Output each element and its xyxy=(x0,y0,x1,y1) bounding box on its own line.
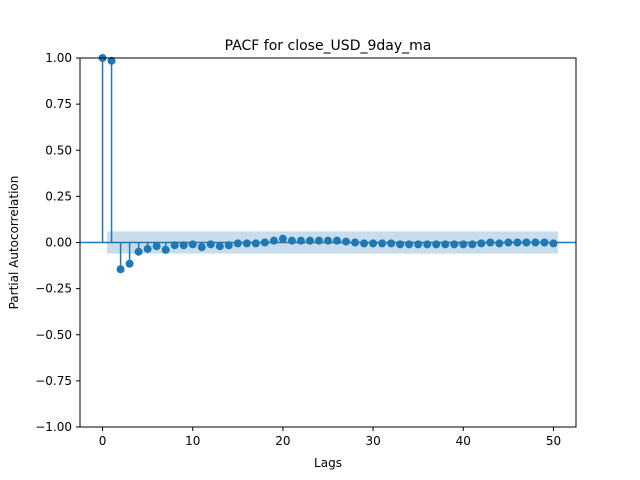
marker-lag-39 xyxy=(450,240,459,249)
marker-lag-50 xyxy=(549,239,558,248)
y-tick-label: −0.50 xyxy=(35,328,72,342)
marker-lag-4 xyxy=(134,247,143,256)
y-tick-label: 0.50 xyxy=(45,143,72,157)
marker-lag-36 xyxy=(423,240,432,249)
marker-lag-2 xyxy=(116,265,125,274)
marker-lag-1 xyxy=(107,56,116,65)
marker-lag-11 xyxy=(197,243,206,252)
marker-lag-5 xyxy=(143,244,152,253)
marker-lag-6 xyxy=(152,242,161,251)
x-tick-label: 30 xyxy=(365,434,380,448)
marker-lag-35 xyxy=(414,240,423,249)
marker-lag-19 xyxy=(269,236,278,245)
marker-lag-27 xyxy=(342,237,351,246)
y-axis-label: Partial Autocorrelation xyxy=(7,176,21,310)
marker-lag-49 xyxy=(540,238,549,247)
marker-lag-16 xyxy=(242,239,251,248)
x-tick-label: 20 xyxy=(275,434,290,448)
marker-lag-46 xyxy=(513,238,522,247)
marker-lag-34 xyxy=(405,240,414,249)
marker-lag-47 xyxy=(522,238,531,247)
marker-lag-10 xyxy=(188,240,197,249)
y-tick-label: 0.25 xyxy=(45,189,72,203)
y-tick-label: 0.75 xyxy=(45,97,72,111)
marker-lag-18 xyxy=(260,238,269,247)
marker-lag-44 xyxy=(495,239,504,248)
marker-lag-48 xyxy=(531,238,540,247)
marker-lag-32 xyxy=(387,239,396,248)
marker-lag-26 xyxy=(333,236,342,245)
marker-lag-30 xyxy=(369,239,378,248)
chart-title: PACF for close_USD_9day_ma xyxy=(225,38,432,54)
y-tick-label: −0.25 xyxy=(35,282,72,296)
marker-lag-40 xyxy=(459,240,468,249)
y-tick-label: −0.75 xyxy=(35,374,72,388)
marker-lag-29 xyxy=(360,239,369,248)
x-axis-ticks: 0 10 20 30 40 50 xyxy=(99,427,561,448)
marker-lag-15 xyxy=(233,239,242,248)
marker-lag-8 xyxy=(170,241,179,250)
x-axis-label: Lags xyxy=(314,456,342,470)
y-tick-label: 1.00 xyxy=(45,51,72,65)
marker-lag-12 xyxy=(206,240,215,249)
marker-lag-22 xyxy=(296,236,305,245)
marker-lag-13 xyxy=(215,242,224,251)
marker-lag-33 xyxy=(396,240,405,249)
x-tick-label: 50 xyxy=(546,434,561,448)
marker-lag-31 xyxy=(378,239,387,248)
marker-lag-23 xyxy=(305,236,314,245)
marker-lag-21 xyxy=(287,236,296,245)
marker-lag-9 xyxy=(179,241,188,250)
marker-lag-45 xyxy=(504,238,513,247)
marker-lag-38 xyxy=(441,240,450,249)
y-tick-label: 0.00 xyxy=(45,236,72,250)
y-axis-ticks: −1.00 −0.75 −0.50 −0.25 0.00 0.25 0.50 0.75 1.00 xyxy=(35,51,80,434)
marker-layer xyxy=(98,54,558,274)
x-tick-label: 10 xyxy=(185,434,200,448)
marker-lag-41 xyxy=(468,240,477,249)
marker-lag-37 xyxy=(432,240,441,249)
marker-lag-25 xyxy=(324,236,332,245)
marker-lag-42 xyxy=(477,239,486,248)
marker-lag-24 xyxy=(314,236,323,245)
marker-lag-17 xyxy=(251,239,260,248)
marker-lag-43 xyxy=(486,238,495,247)
y-tick-label: −1.00 xyxy=(35,420,72,434)
marker-lag-3 xyxy=(125,259,134,268)
marker-lag-14 xyxy=(224,241,233,250)
marker-lag-20 xyxy=(278,234,287,243)
x-tick-label: 0 xyxy=(99,434,107,448)
x-tick-label: 40 xyxy=(456,434,471,448)
marker-lag-7 xyxy=(161,245,170,254)
marker-lag-28 xyxy=(351,238,360,247)
